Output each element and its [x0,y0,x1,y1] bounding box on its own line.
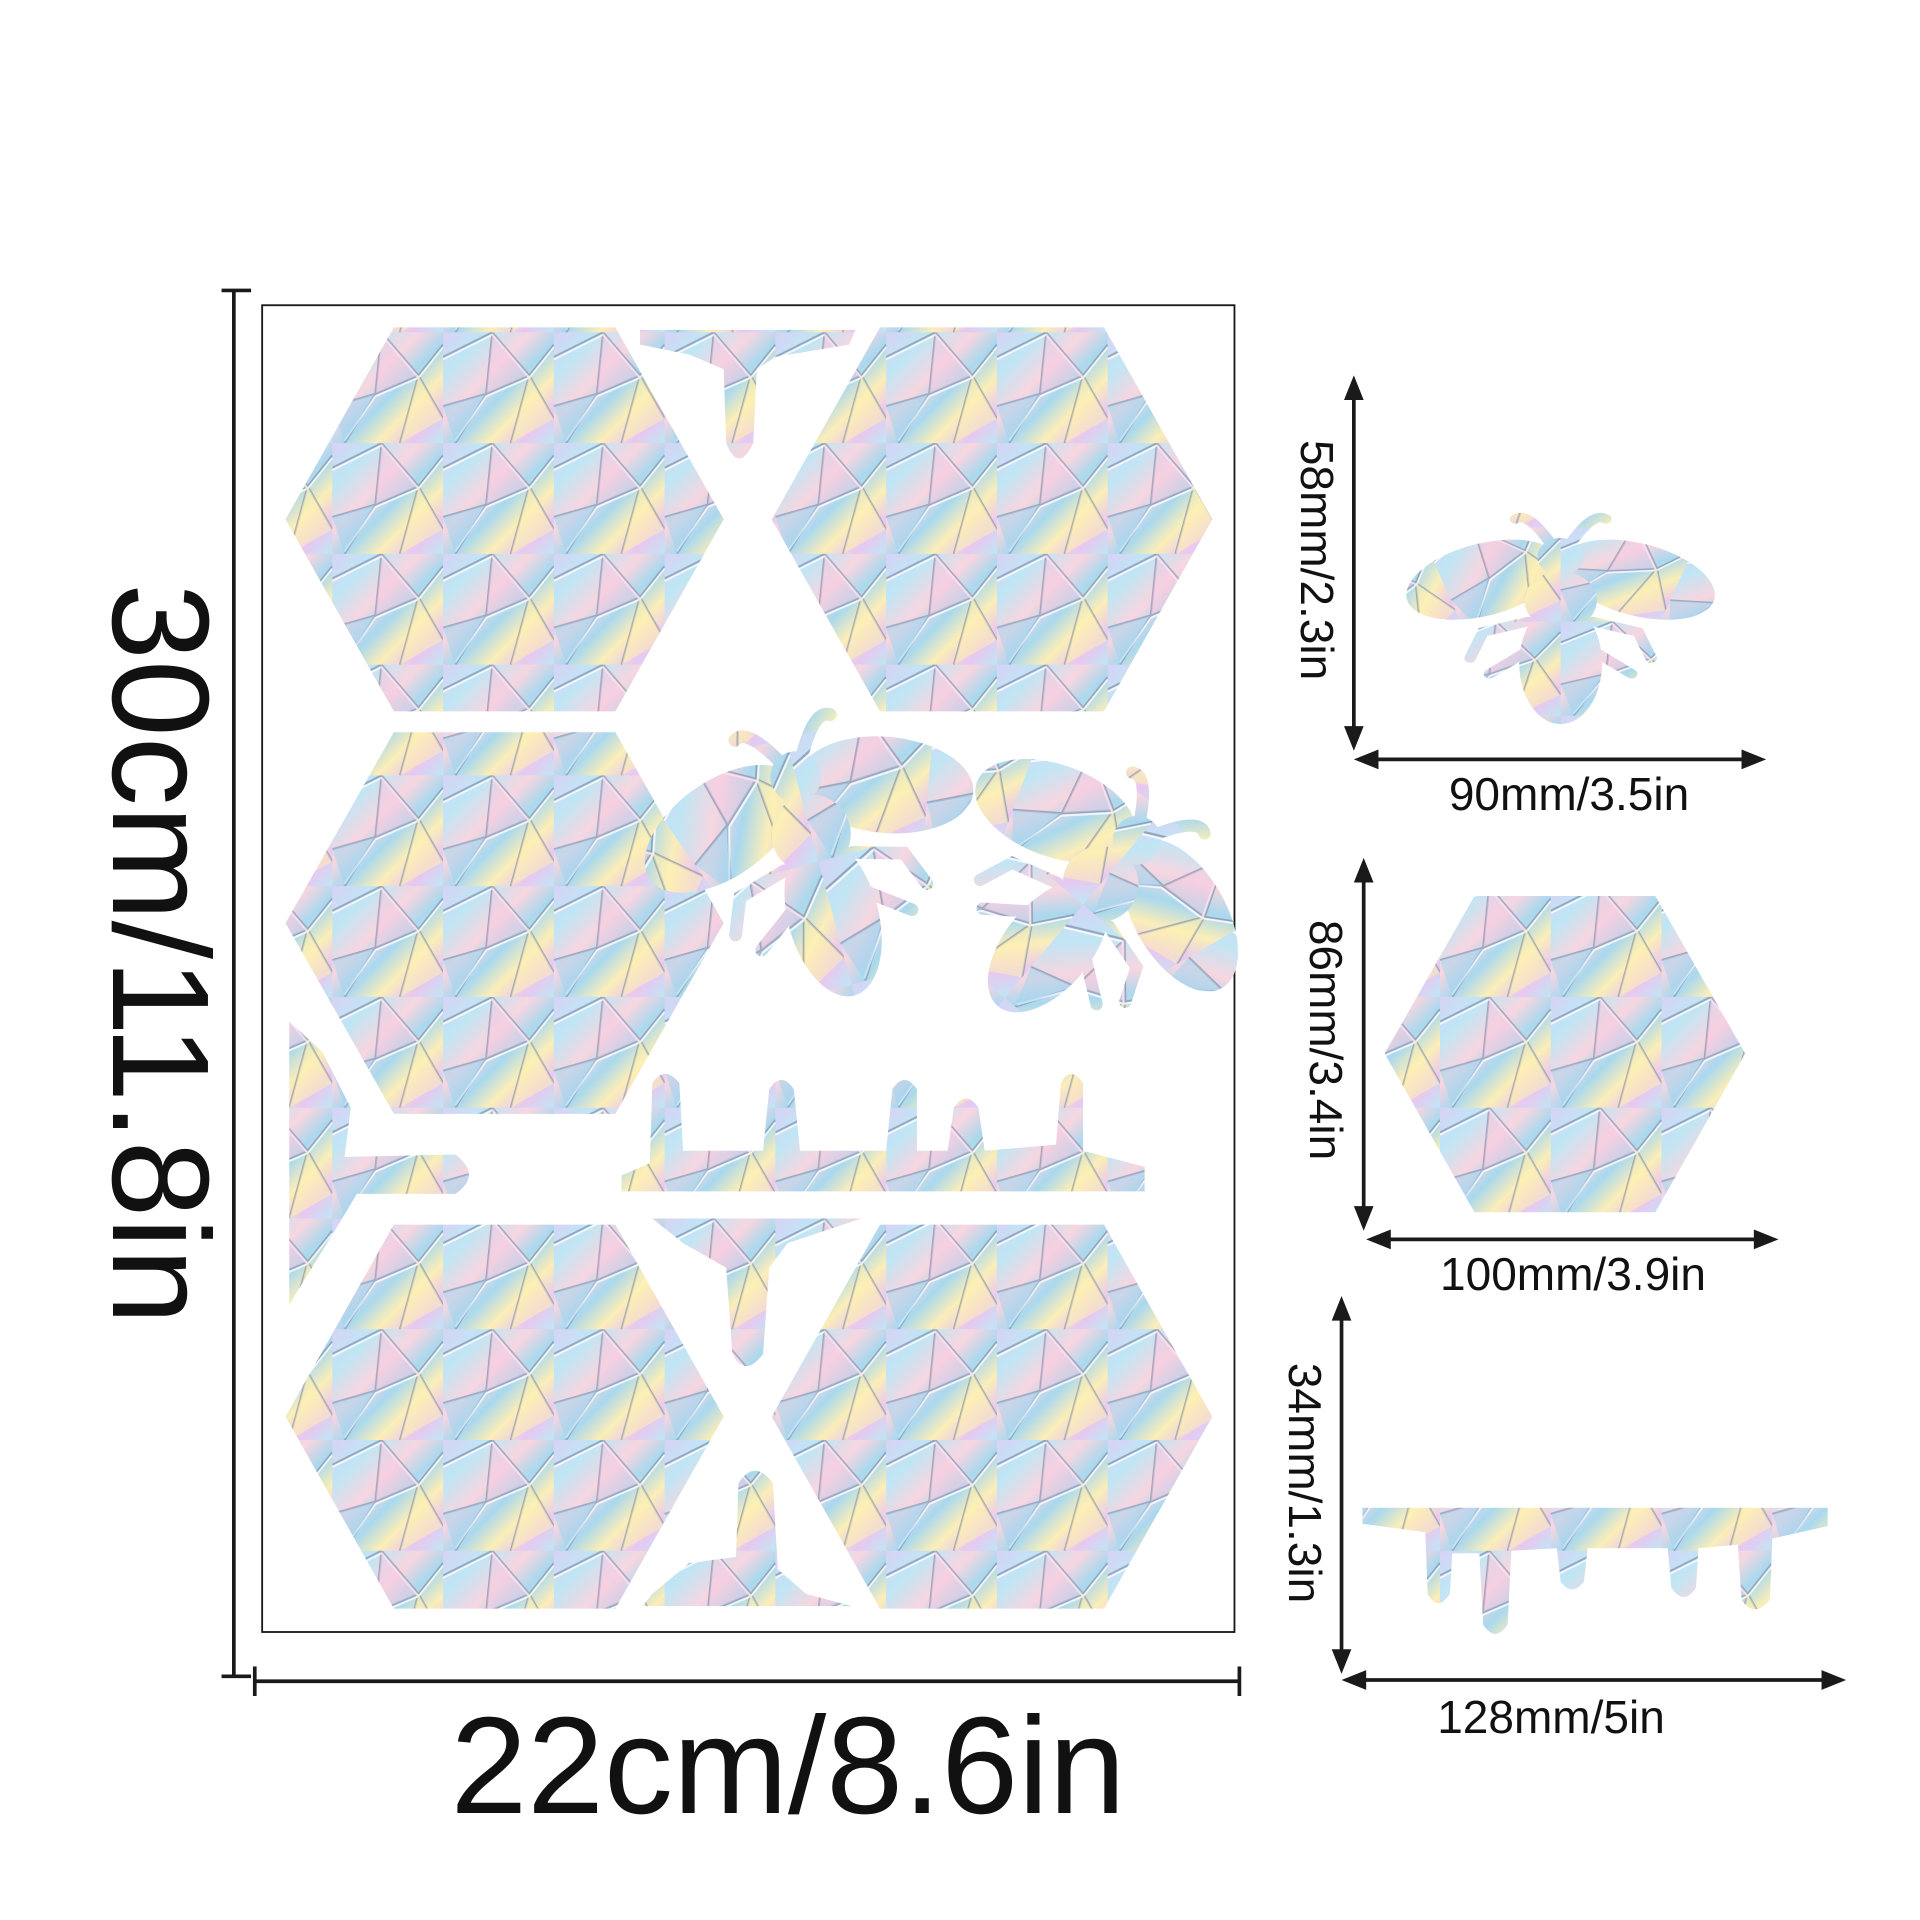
drip-sticker [289,1021,469,1305]
hexagon-sticker [285,327,724,712]
dimension-lines [221,288,1840,1696]
drip-sticker [652,1218,862,1367]
drip-sticker [642,1470,852,1607]
hexagon-sticker-sample [1384,896,1746,1213]
hexagon-sticker [285,1224,724,1609]
drip-width-label: 128mm/5in [1437,1691,1665,1743]
sheet-height-label: 30cm/11.8in [83,583,237,1325]
drip-sticker-sample [1362,1507,1828,1634]
bee-width-label: 90mm/3.5in [1448,768,1690,820]
drip-height-label: 34mm/1.3in [1279,1362,1331,1604]
hexagon-sticker [771,1224,1213,1609]
bee-sticker-sample [1393,518,1729,724]
drip-sticker [621,1073,1145,1192]
bee-height-label: 58mm/2.3in [1291,439,1343,681]
hexagon-width-label: 100mm/3.9in [1440,1248,1706,1300]
arrowheads [1331,375,1847,1690]
hexagon-sticker [285,732,724,1114]
hexagon-sticker [771,327,1213,712]
sheet-width-label: 22cm/8.6in [450,1689,1126,1843]
hexagon-height-label: 86mm/3.4in [1300,919,1352,1161]
drip-sticker [640,329,856,459]
